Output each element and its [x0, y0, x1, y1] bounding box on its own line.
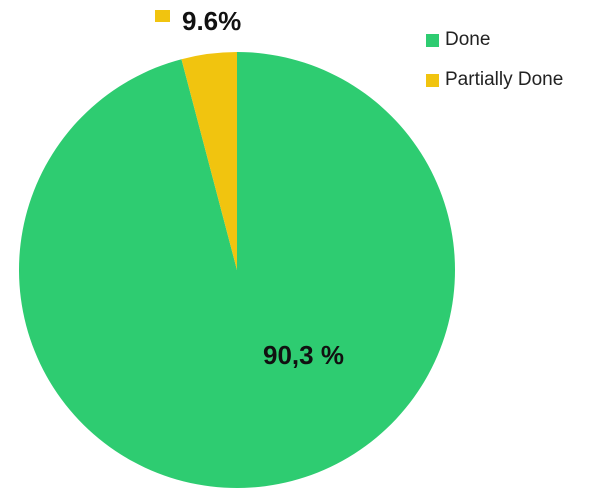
legend: Done Partially Done: [426, 28, 563, 108]
data-label-done: 90,3 %: [263, 340, 344, 370]
legend-label-partially-done: Partially Done: [445, 69, 564, 90]
legend-swatch-partially-done: [426, 73, 439, 87]
legend-swatch-done: [426, 33, 439, 47]
legend-label-done: Done: [445, 29, 491, 50]
data-label-marker-partially-done: [155, 10, 170, 22]
pie-slice-done: [18, 52, 455, 488]
legend-item-partially-done: Partially Done: [426, 68, 563, 92]
data-label-partially-done: 9.6%: [182, 6, 242, 36]
legend-item-done: Done: [426, 28, 563, 52]
pie-slice-partially-done: [181, 52, 237, 270]
